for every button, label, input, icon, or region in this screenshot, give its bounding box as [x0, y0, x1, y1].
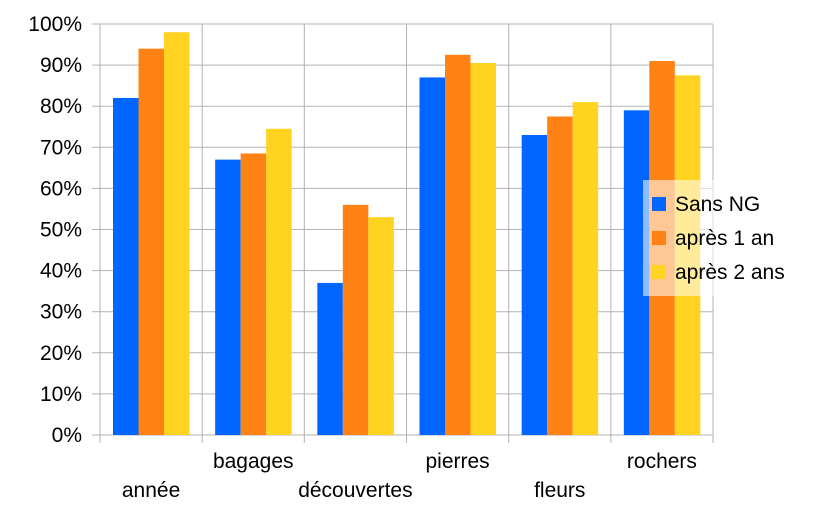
y-tick-label: 30%	[40, 301, 82, 324]
legend-label: après 1 an	[675, 227, 774, 250]
bar	[368, 217, 394, 435]
y-tick-labels: 0% 10% 20% 30% 40% 50% 60% 70% 80% 90% 100%	[28, 13, 82, 447]
bar	[572, 102, 599, 435]
axes	[92, 23, 100, 436]
bar	[445, 54, 471, 435]
bar	[521, 134, 548, 435]
category-label: pierres	[425, 450, 489, 473]
bar	[240, 153, 267, 435]
bar	[164, 32, 190, 435]
bar	[419, 77, 445, 436]
y-tick-label: 90%	[40, 54, 82, 77]
bar	[547, 116, 573, 435]
bar	[342, 204, 369, 435]
legend-swatch	[652, 197, 666, 211]
y-tick-label: 20%	[40, 342, 82, 365]
bar	[266, 128, 292, 435]
category-label: découvertes	[298, 479, 412, 502]
bar	[138, 48, 164, 435]
y-tick-label: 10%	[40, 383, 82, 406]
category-label: bagages	[213, 450, 294, 473]
category-label: année	[122, 479, 180, 502]
bar	[317, 282, 343, 435]
category-label: rochers	[627, 450, 697, 473]
bar	[470, 63, 496, 436]
legend-label: après 2 ans	[675, 261, 785, 284]
y-tick-label: 40%	[40, 260, 82, 283]
y-tick-label: 70%	[40, 136, 82, 159]
legend-background	[643, 180, 825, 296]
category-label: fleurs	[534, 479, 585, 502]
legend-swatch	[652, 231, 666, 245]
y-tick-label: 80%	[40, 95, 82, 118]
bars	[113, 32, 701, 436]
bar	[113, 97, 139, 435]
y-tick-label: 60%	[40, 177, 82, 200]
y-tick-label: 50%	[40, 219, 82, 242]
bar	[215, 159, 241, 435]
y-tick-label: 0%	[52, 424, 82, 447]
legend: Sans NG après 1 an après 2 ans	[643, 180, 825, 296]
y-tick-label: 100%	[28, 13, 82, 36]
legend-swatch	[652, 265, 666, 279]
grid	[99, 23, 714, 443]
legend-label: Sans NG	[675, 193, 760, 216]
